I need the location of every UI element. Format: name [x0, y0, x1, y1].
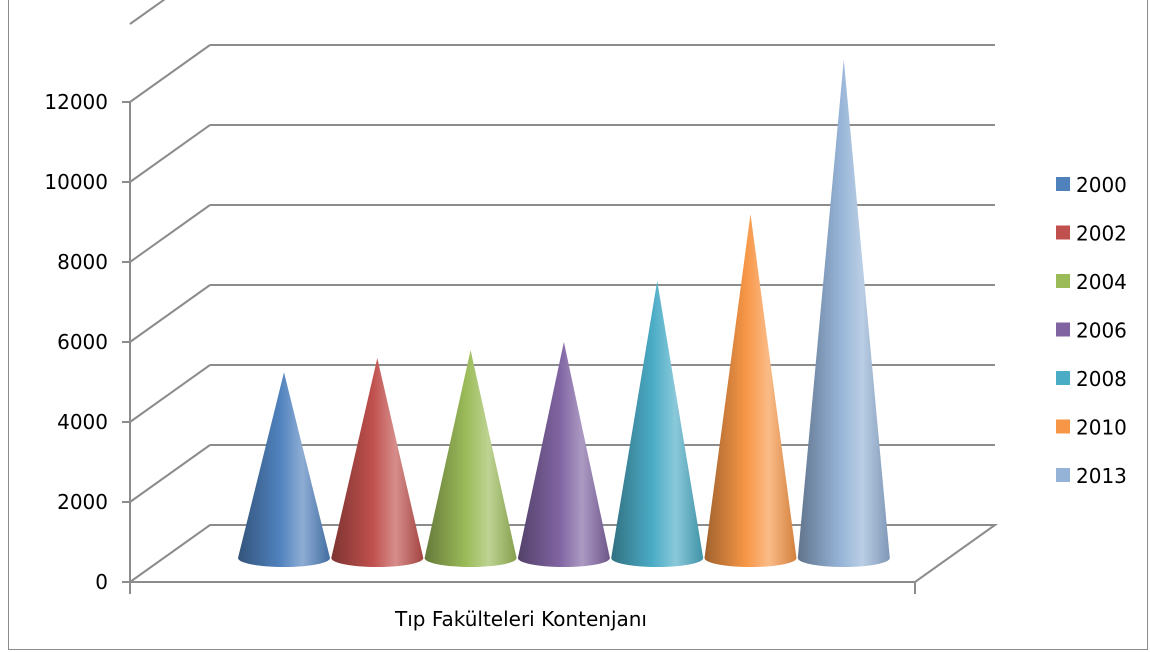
legend-label-2000: 2000 — [1076, 173, 1127, 197]
cone-body — [424, 349, 517, 567]
legend-label-2013: 2013 — [1076, 464, 1127, 488]
cone-body — [797, 59, 890, 568]
chart-floor — [126, 524, 999, 583]
cone-2013 — [797, 59, 890, 568]
y-tick-label: 8000 — [57, 250, 108, 274]
y-tick-label: 10000 — [44, 170, 108, 194]
legend-swatch-2013 — [1056, 468, 1070, 482]
legend-swatch-2004 — [1056, 274, 1070, 288]
legend-swatch-2000 — [1056, 177, 1070, 191]
legend-label-2006: 2006 — [1076, 319, 1127, 343]
legend-swatch-2010 — [1056, 419, 1070, 434]
cones — [238, 59, 890, 568]
y-tick-label: 2000 — [57, 490, 108, 514]
cone-body — [238, 372, 330, 567]
cone-body — [611, 280, 704, 567]
legend-swatch-2002 — [1056, 225, 1070, 240]
chart-frame — [8, 0, 1148, 650]
gridline-diagonal — [129, 444, 211, 503]
y-tick-label: 4000 — [57, 410, 108, 434]
cone-2004 — [424, 349, 517, 567]
y-tick-label: 6000 — [57, 330, 108, 354]
y-tick-label: 0 — [95, 570, 108, 594]
gridline-diagonal — [129, 44, 211, 103]
cone-body — [517, 341, 610, 567]
y-tick-label: 12000 — [44, 90, 108, 114]
gridline-diagonal — [129, 364, 211, 423]
legend-label-2004: 2004 — [1076, 270, 1127, 294]
legend-swatch-2006 — [1056, 322, 1070, 337]
cone-2000 — [238, 372, 330, 567]
gridline-diagonal — [129, 204, 211, 263]
gridline-diagonal — [129, 0, 166, 25]
gridlines — [129, 0, 995, 503]
cone-2006 — [517, 341, 610, 567]
legend: 2000 2002 2004 2006 2008 2010 2013 — [1056, 173, 1127, 488]
cone-2008 — [611, 280, 704, 567]
cone-2010 — [704, 213, 797, 567]
y-axis: 0 2000 4000 6000 8000 10000 12000 — [44, 90, 916, 594]
cone-body — [331, 358, 424, 567]
gridline-diagonal — [129, 284, 211, 343]
legend-label-2008: 2008 — [1076, 367, 1127, 391]
legend-label-2002: 2002 — [1076, 222, 1127, 246]
x-category-label: Tıp Fakülteleri Kontenjanı — [394, 607, 647, 631]
cone-2002 — [331, 358, 424, 567]
gridline-diagonal — [129, 124, 211, 183]
legend-label-2010: 2010 — [1076, 416, 1127, 440]
cone-body — [704, 213, 797, 567]
legend-swatch-2008 — [1056, 371, 1070, 385]
